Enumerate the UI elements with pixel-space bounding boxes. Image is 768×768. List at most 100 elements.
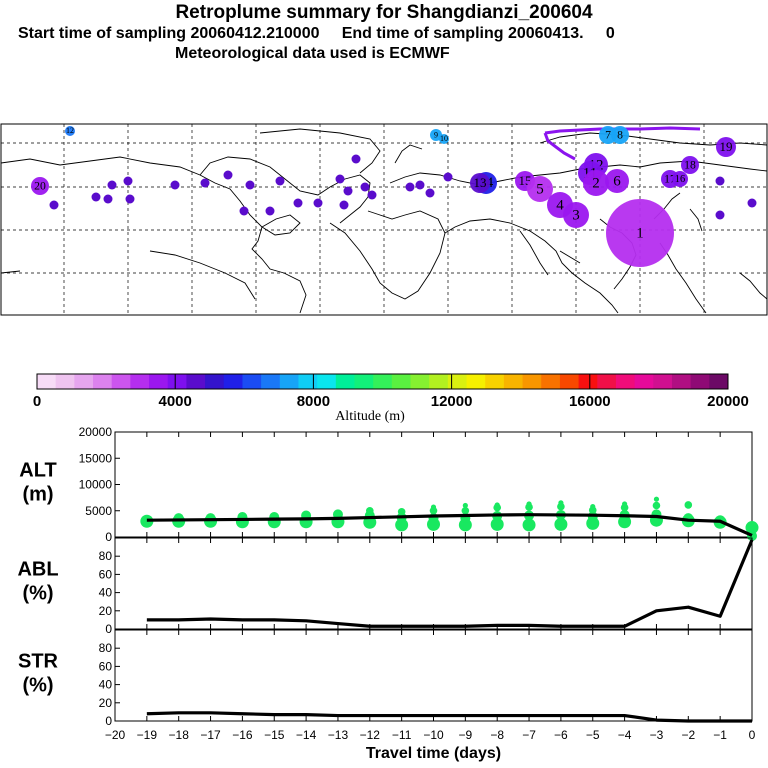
x-tick-label: −13 [328,728,349,742]
cluster-point [461,506,470,515]
plume-marker-dot [239,206,249,216]
cluster-point [173,513,184,524]
plume-marker-dot [65,126,75,136]
y-axis-label-unit: (%) [22,583,53,605]
plume-marker-label: 9 [434,130,438,139]
cluster-point [557,502,565,511]
colorbar-swatch [503,374,524,389]
colorbar-swatch [298,374,318,389]
cluster-point [430,504,437,510]
panel-frame [114,629,753,722]
plume-marker-dot [716,137,736,157]
colorbar-ticks: 0 4000 8000 12000 16000 20000 [33,374,749,410]
y-axis-label: ABL [17,559,58,581]
x-tick-label: −20 [105,728,126,742]
cluster-point [397,508,406,516]
plume-marker-dot [91,192,101,202]
colorbar-swatch [391,374,412,389]
y-tick-label: 20000 [79,425,113,439]
panel-frame [114,537,753,630]
plume-marker-label: 18 [684,158,696,171]
colorbar-swatch [130,374,150,389]
colorbar-swatch [223,374,243,389]
series-line [146,539,754,628]
plume-marker-dot [443,172,453,182]
colorbar-swatch [317,374,337,389]
plume-marker-dot [747,198,757,208]
x-tick-label: −4 [618,728,632,742]
plume-marker-dot [293,198,303,208]
cluster-point [494,502,500,508]
cluster-point [590,503,596,510]
x-tick-label: −16 [232,728,253,742]
plume-marker-dot [415,180,425,190]
plume-markers: 129107820191817161514131211654321 [31,126,757,267]
y-tick-label: 15000 [79,451,113,465]
plume-marker: 2 [583,170,609,196]
plume-marker: 19 [716,137,736,157]
sampling-time-line: Start time of sampling 20060412.210000 E… [18,25,615,42]
y-axis-label-unit: (%) [22,675,53,697]
cluster-point [429,506,438,515]
colorbar-tick-label: 20000 [707,393,749,410]
y-tick-label: 0 [105,714,112,728]
colorbar-swatch [410,374,430,389]
plume-marker-dot [265,206,275,216]
colorbar-tick-label: 0 [33,393,41,410]
plume-marker-dot [313,198,323,208]
cluster-point [140,514,154,528]
colorbar-swatch [671,374,692,389]
plume-marker-dot [170,180,180,190]
plume-marker-dot [223,170,233,180]
colorbar-swatch [578,374,598,389]
plume-marker: 9 [430,129,442,141]
plume-marker-label: 17 [664,172,676,185]
plume-marker-dot [715,210,725,220]
y-tick-label: 5000 [85,504,112,518]
colorbar-tick-label: 16000 [569,393,611,410]
y-tick-label: 0 [105,530,112,544]
plume-marker: 1 [606,199,674,267]
x-tick-label: −7 [522,728,536,742]
time-series-panels: 05000100001500020000ALT(m)020406080ABL(%… [17,425,759,762]
altitude-colorbar: 0 4000 8000 12000 16000 20000 Altitude (m) [33,373,749,424]
plume-marker-dot [360,182,370,192]
plume-marker: 12 [65,126,75,136]
plume-marker-dot [681,156,699,174]
plot-layer: 05000100001500020000ALT(m)020406080ABL(%… [17,425,759,762]
plume-marker-dot [715,176,725,186]
y-tick-label: 10000 [79,478,113,492]
plume-marker-dot [425,188,435,198]
plume-marker-dot [107,180,117,190]
x-tick-label: −11 [392,728,412,742]
x-tick-label: −15 [264,728,285,742]
x-tick-label: −6 [554,728,568,742]
series-line [146,513,753,537]
colorbar-swatch [522,374,542,389]
y-tick-label: 20 [99,696,113,710]
plume-marker-dot [470,173,490,193]
x-tick-label: −9 [459,728,473,742]
colorbar-swatch [111,374,131,389]
plume-marker: 18 [681,156,699,174]
plume-marker: 16 [672,171,688,187]
colorbar-swatch [447,374,468,389]
cluster-point [554,517,568,531]
plume-marker-dot [123,176,133,186]
plume-marker-dot [405,182,415,192]
plume-marker-dot [606,199,674,267]
plume-marker: 6 [605,169,629,193]
x-axis-label: Travel time (days) [366,745,501,762]
plume-marker-dot [527,176,553,202]
colorbar-swatch [167,374,187,389]
plume-marker-label: 2 [592,176,600,192]
y-tick-label: 60 [99,659,113,673]
x-tick-label: −5 [586,728,600,742]
plume-marker-dot [605,169,629,193]
cluster-point [522,518,536,532]
plume-marker-label: 19 [720,139,733,154]
y-tick-label: 0 [105,622,112,636]
x-tick-label: 0 [749,728,756,742]
y-tick-label: 20 [99,604,113,618]
